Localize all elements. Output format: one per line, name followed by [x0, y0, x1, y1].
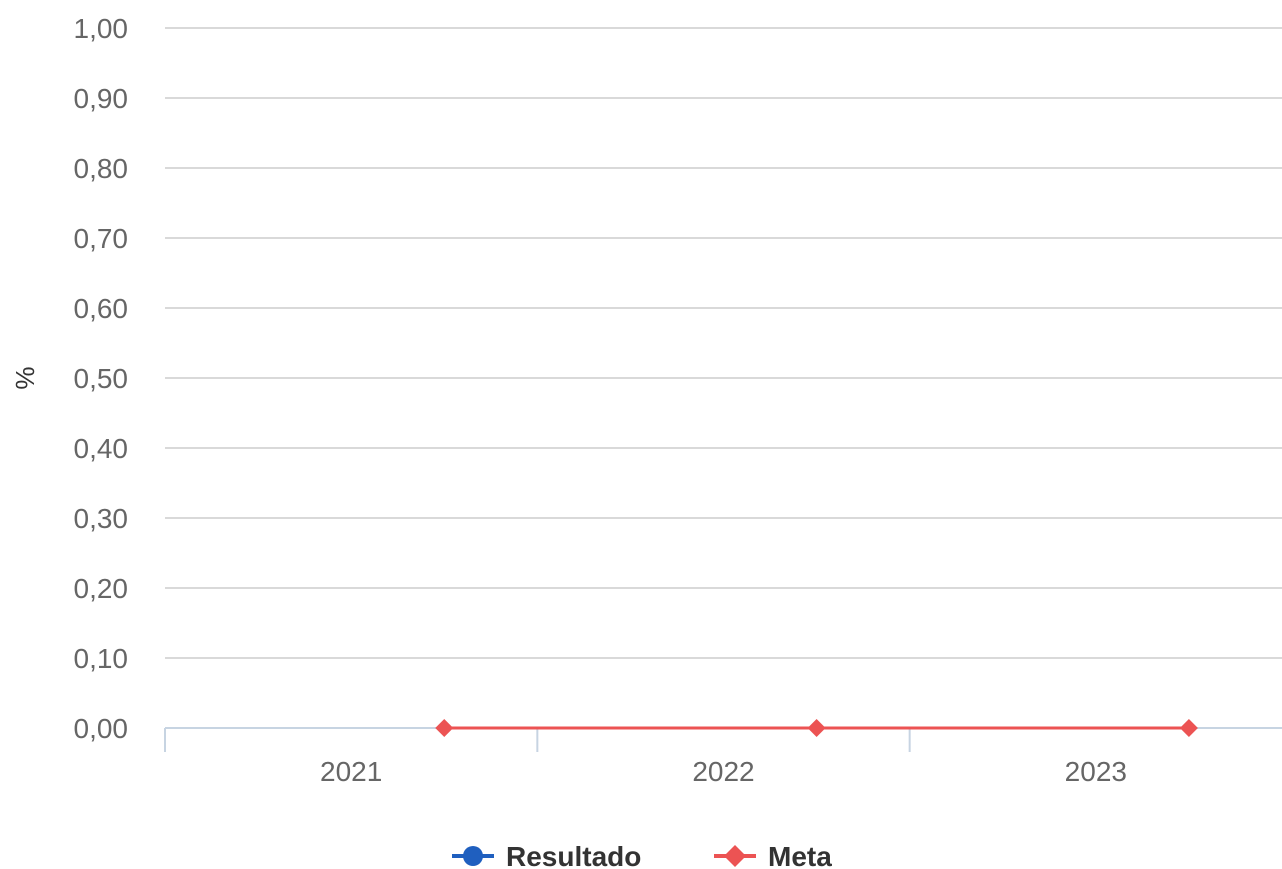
legend-item-resultado[interactable]: Resultado — [452, 841, 641, 869]
series-layer — [435, 719, 1198, 737]
diamond-icon — [724, 845, 746, 867]
y-tick-label: 0,50 — [74, 363, 129, 394]
y-tick-label: 0,80 — [74, 153, 129, 184]
y-axis-title: % — [10, 366, 40, 389]
y-tick-label: 0,20 — [74, 573, 129, 604]
legend-item-meta[interactable]: Meta — [714, 841, 832, 869]
gridlines — [165, 27, 1282, 659]
y-tick-label: 0,90 — [74, 83, 129, 114]
y-tick-label: 0,10 — [74, 643, 129, 674]
legend-label: Meta — [768, 841, 832, 869]
y-axis-ticks: 0,00 0,10 0,20 0,30 0,40 0,50 0,60 0,70 0,80 0,90… — [74, 13, 129, 744]
y-tick-label: 0,00 — [74, 713, 129, 744]
data-point[interactable] — [435, 719, 454, 737]
data-point[interactable] — [807, 719, 826, 737]
data-point[interactable] — [1179, 719, 1198, 737]
circle-icon — [463, 846, 483, 866]
x-tick-label: 2021 — [320, 756, 382, 787]
y-tick-label: 0,60 — [74, 293, 129, 324]
legend-label: Resultado — [506, 841, 641, 869]
x-tick-label: 2022 — [692, 756, 754, 787]
x-tick-label: 2023 — [1065, 756, 1127, 787]
y-tick-label: 0,40 — [74, 433, 129, 464]
y-tick-label: 0,30 — [74, 503, 129, 534]
y-tick-label: 1,00 — [74, 13, 129, 44]
x-axis: 2021 2022 2023 — [164, 727, 1282, 787]
legend[interactable]: Resultado Meta — [452, 841, 832, 869]
y-tick-label: 0,70 — [74, 223, 129, 254]
